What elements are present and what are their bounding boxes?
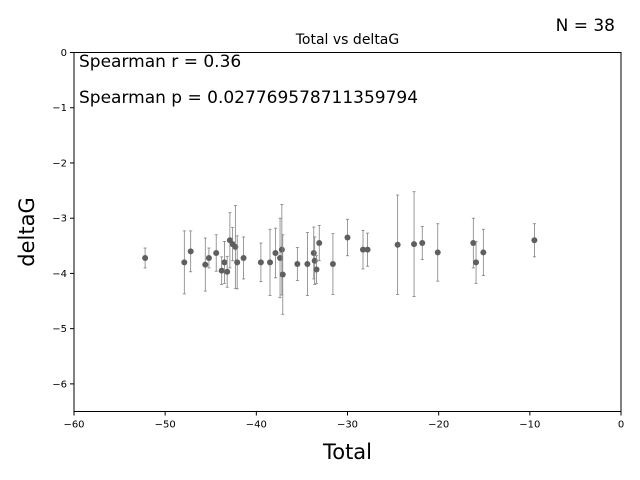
data-marker bbox=[310, 249, 317, 256]
data-marker bbox=[221, 259, 228, 266]
y-tick-label: 0 bbox=[61, 48, 67, 59]
data-point-31 bbox=[394, 194, 401, 295]
data-marker bbox=[257, 259, 264, 266]
annotation-spearman-r: Spearman r = 0.36 bbox=[79, 52, 241, 72]
data-marker bbox=[470, 240, 477, 247]
data-point-7 bbox=[218, 256, 225, 285]
x-axis-title: Total bbox=[322, 440, 372, 464]
data-point-15 bbox=[257, 242, 264, 283]
data-point-5 bbox=[205, 247, 212, 269]
data-marker bbox=[364, 246, 371, 253]
data-marker bbox=[394, 241, 401, 248]
x-tick-label: 0 bbox=[618, 420, 624, 431]
data-marker bbox=[205, 254, 212, 261]
x-tick-label: −20 bbox=[428, 420, 449, 431]
x-tick-label: −60 bbox=[63, 420, 84, 431]
data-marker bbox=[411, 241, 418, 248]
plot-area bbox=[142, 191, 538, 315]
data-point-28 bbox=[344, 218, 351, 257]
x-tick-label: −10 bbox=[519, 420, 540, 431]
data-point-1 bbox=[142, 247, 149, 269]
data-point-9 bbox=[224, 255, 231, 288]
data-marker bbox=[480, 249, 487, 256]
y-tick-label: −4 bbox=[52, 269, 67, 280]
data-point-34 bbox=[434, 223, 441, 282]
y-tick-label: −5 bbox=[52, 324, 67, 335]
data-point-21 bbox=[294, 247, 301, 282]
data-marker bbox=[344, 234, 351, 241]
data-marker bbox=[240, 254, 247, 261]
data-point-32 bbox=[411, 191, 418, 298]
y-tick-label: −1 bbox=[52, 103, 67, 114]
y-tick-label: −6 bbox=[52, 379, 67, 390]
data-marker bbox=[224, 268, 231, 275]
x-tick-label: −30 bbox=[337, 420, 358, 431]
data-marker bbox=[279, 271, 286, 278]
data-marker bbox=[473, 259, 480, 266]
data-point-16 bbox=[267, 228, 274, 296]
data-marker bbox=[142, 254, 149, 261]
data-point-38 bbox=[531, 223, 538, 258]
data-marker bbox=[267, 259, 274, 266]
data-point-29 bbox=[359, 229, 366, 270]
data-point-10 bbox=[226, 212, 233, 269]
n-label: N = 38 bbox=[556, 16, 615, 36]
data-point-6 bbox=[213, 234, 220, 272]
data-point-3 bbox=[187, 230, 194, 273]
annotation-spearman-p: Spearman p = 0.027769578711359794 bbox=[79, 88, 418, 108]
data-marker bbox=[313, 266, 320, 273]
data-marker bbox=[316, 240, 323, 247]
data-point-8 bbox=[221, 240, 228, 284]
data-point-26 bbox=[316, 224, 323, 262]
data-point-2 bbox=[181, 230, 188, 295]
data-marker bbox=[304, 261, 311, 268]
data-marker bbox=[234, 259, 241, 266]
data-marker bbox=[294, 261, 301, 268]
data-point-14 bbox=[240, 236, 247, 280]
y-axis: −6 −5 −4 −3 −2 −1 0 bbox=[52, 48, 74, 390]
data-point-30 bbox=[364, 232, 371, 267]
data-marker bbox=[434, 249, 441, 256]
y-axis-title: deltaG bbox=[15, 197, 39, 266]
data-marker bbox=[213, 249, 220, 256]
data-point-13 bbox=[234, 235, 241, 290]
data-marker bbox=[272, 249, 279, 256]
x-tick-label: −50 bbox=[155, 420, 176, 431]
data-marker bbox=[419, 240, 426, 247]
data-point-4 bbox=[202, 237, 209, 292]
data-marker bbox=[278, 246, 285, 253]
data-point-20 bbox=[279, 234, 286, 315]
data-point-17 bbox=[272, 227, 279, 279]
data-marker bbox=[218, 267, 225, 274]
data-marker bbox=[531, 237, 538, 244]
data-marker bbox=[359, 246, 366, 253]
y-tick-label: −2 bbox=[52, 158, 67, 169]
x-axis: −60 −50 −40 −30 −20 −10 0 bbox=[63, 411, 624, 431]
data-marker bbox=[202, 261, 209, 268]
data-marker bbox=[187, 248, 194, 255]
data-point-27 bbox=[329, 233, 336, 295]
data-point-25 bbox=[313, 255, 320, 284]
y-tick-label: −3 bbox=[52, 214, 67, 225]
chart-title: Total vs deltaG bbox=[295, 32, 399, 48]
data-point-37 bbox=[480, 228, 487, 277]
data-point-36 bbox=[473, 240, 480, 284]
x-tick-label: −40 bbox=[246, 420, 267, 431]
data-marker bbox=[181, 259, 188, 266]
data-marker bbox=[329, 261, 336, 268]
data-point-22 bbox=[304, 232, 311, 296]
data-point-33 bbox=[419, 226, 426, 261]
